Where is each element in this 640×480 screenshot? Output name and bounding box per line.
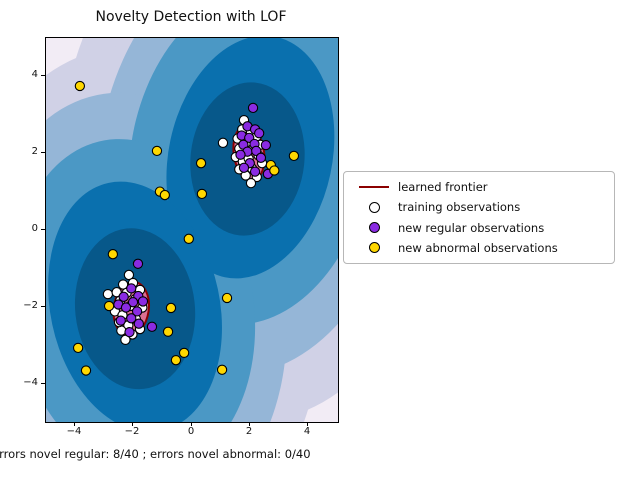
y-tick <box>41 229 45 230</box>
y-tick-label: −2 <box>23 300 38 311</box>
x-tick <box>132 422 133 426</box>
data-point <box>221 292 233 304</box>
data-point <box>195 158 207 169</box>
data-point <box>132 258 144 269</box>
purple-circle-marker-icon <box>354 222 394 234</box>
frontier-line-icon <box>354 186 394 189</box>
data-point <box>162 326 174 337</box>
data-point <box>118 291 129 302</box>
x-tick-label: −2 <box>124 426 140 437</box>
y-tick-label: 4 <box>31 69 38 80</box>
scatter-points <box>72 80 300 376</box>
data-point <box>126 283 137 294</box>
data-point <box>235 149 246 160</box>
y-tick <box>41 383 45 384</box>
data-point <box>260 139 272 151</box>
data-point <box>165 302 177 314</box>
legend: learned frontier training observations n… <box>343 171 615 264</box>
y-tick <box>41 306 45 307</box>
data-point <box>170 355 182 366</box>
legend-label: learned frontier <box>398 180 488 195</box>
gold-circle-marker-icon <box>354 242 394 254</box>
legend-label: training observations <box>398 200 521 215</box>
data-point <box>249 166 261 177</box>
x-tick-label: −4 <box>66 426 82 437</box>
data-point <box>196 188 208 200</box>
data-point <box>115 315 126 326</box>
legend-item-new-regular-observations: new regular observations <box>354 218 614 238</box>
data-point <box>247 102 259 114</box>
data-point <box>80 365 92 376</box>
data-point <box>216 364 228 375</box>
data-point <box>117 279 129 290</box>
data-point <box>217 137 229 148</box>
data-point <box>178 347 190 359</box>
data-point <box>137 296 149 307</box>
y-tick-label: 2 <box>31 146 38 157</box>
x-tick-label: 4 <box>303 426 311 437</box>
data-point <box>146 321 158 332</box>
data-point <box>245 178 257 189</box>
legend-label: new regular observations <box>398 220 545 235</box>
data-point <box>288 150 300 162</box>
data-point <box>251 145 262 157</box>
y-tick <box>41 152 45 153</box>
data-point <box>269 165 280 176</box>
data-point <box>238 162 250 173</box>
legend-item-learned-frontier: learned frontier <box>354 177 614 197</box>
plot-title: Novelty Detection with LOF <box>95 9 287 25</box>
x-tick-label: 2 <box>245 426 253 437</box>
data-point <box>126 313 137 324</box>
y-tick-label: −4 <box>23 377 38 388</box>
data-point <box>183 233 194 244</box>
legend-label: new abnormal observations <box>398 240 558 255</box>
x-tick <box>249 422 250 426</box>
data-point <box>123 269 135 281</box>
data-point <box>131 306 143 317</box>
plot-area <box>46 38 338 422</box>
data-point <box>72 342 84 354</box>
white-circle-marker-icon <box>354 201 394 213</box>
y-tick-label: 0 <box>31 223 38 234</box>
data-point <box>116 325 127 336</box>
data-point <box>133 318 145 329</box>
contour-bands <box>46 38 338 422</box>
data-point <box>159 189 170 201</box>
data-point <box>102 288 114 300</box>
data-point <box>127 297 139 308</box>
data-point <box>111 287 122 298</box>
data-point <box>107 249 119 260</box>
data-point <box>74 80 86 92</box>
x-axis-label: errors novel regular: 8/40 ; errors nove… <box>0 447 311 461</box>
data-point <box>255 152 267 163</box>
data-point <box>254 128 265 139</box>
data-point <box>151 145 163 157</box>
legend-item-new-abnormal-observations: new abnormal observations <box>354 238 614 258</box>
data-point <box>124 326 135 338</box>
data-point <box>103 300 115 312</box>
y-tick <box>41 75 45 76</box>
x-tick-label: 0 <box>187 426 195 437</box>
x-tick <box>191 422 192 426</box>
x-tick <box>74 422 75 426</box>
data-point <box>120 302 132 313</box>
legend-item-training-observations: training observations <box>354 197 614 217</box>
x-tick <box>307 422 308 426</box>
